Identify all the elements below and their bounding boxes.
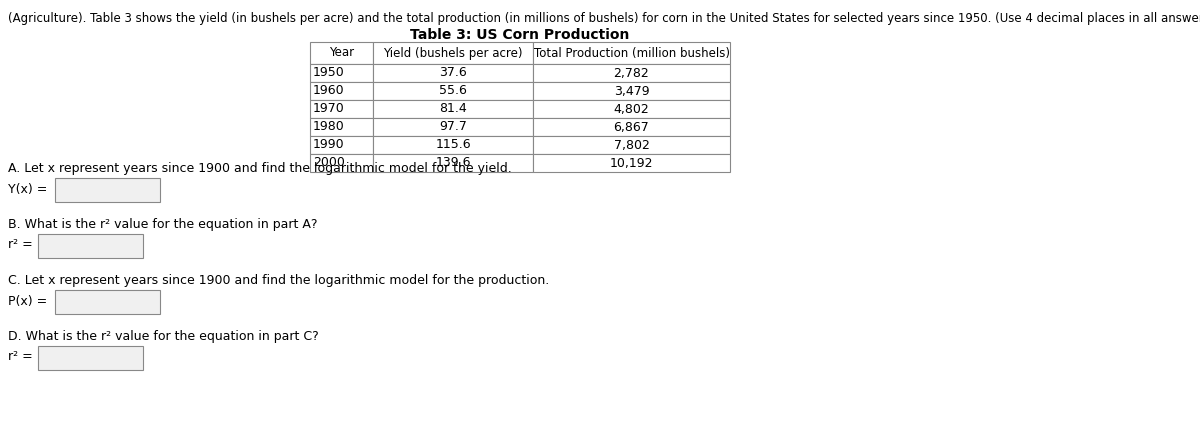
Bar <box>373 136 533 154</box>
Bar <box>373 100 533 118</box>
Bar <box>310 154 373 172</box>
Bar <box>533 64 730 82</box>
Bar <box>373 64 533 82</box>
Bar <box>373 118 533 136</box>
Bar <box>533 82 730 100</box>
Text: 55.6: 55.6 <box>439 84 467 98</box>
Text: 6,867: 6,867 <box>613 121 649 133</box>
Text: 139.6: 139.6 <box>436 156 470 169</box>
Text: 7,802: 7,802 <box>613 138 649 152</box>
Text: Table 3: US Corn Production: Table 3: US Corn Production <box>410 28 630 42</box>
Text: 1980: 1980 <box>313 121 344 133</box>
Bar <box>533 42 730 64</box>
Text: B. What is the r² value for the equation in part A?: B. What is the r² value for the equation… <box>8 218 318 231</box>
Bar <box>310 118 373 136</box>
Text: Y(x) =: Y(x) = <box>8 183 47 195</box>
Text: 2,782: 2,782 <box>613 66 649 80</box>
Text: A. Let x represent years since 1900 and find the logarithmic model for the yield: A. Let x represent years since 1900 and … <box>8 162 511 175</box>
Bar <box>38 234 143 258</box>
Text: Yield (bushels per acre): Yield (bushels per acre) <box>383 46 523 60</box>
Bar <box>310 82 373 100</box>
Bar <box>310 136 373 154</box>
Text: r² =: r² = <box>8 239 32 251</box>
Text: 1970: 1970 <box>313 103 344 115</box>
Bar <box>373 154 533 172</box>
Text: 97.7: 97.7 <box>439 121 467 133</box>
Text: D. What is the r² value for the equation in part C?: D. What is the r² value for the equation… <box>8 330 319 343</box>
Bar <box>55 178 160 202</box>
Text: 3,479: 3,479 <box>613 84 649 98</box>
Text: 1950: 1950 <box>313 66 344 80</box>
Text: 115.6: 115.6 <box>436 138 470 152</box>
Text: 37.6: 37.6 <box>439 66 467 80</box>
Bar <box>533 118 730 136</box>
Text: 1990: 1990 <box>313 138 344 152</box>
Text: P(x) =: P(x) = <box>8 294 47 308</box>
Text: C. Let x represent years since 1900 and find the logarithmic model for the produ: C. Let x represent years since 1900 and … <box>8 274 550 287</box>
Bar <box>310 64 373 82</box>
Text: Year: Year <box>329 46 354 60</box>
Bar <box>533 136 730 154</box>
Bar <box>533 154 730 172</box>
Text: 4,802: 4,802 <box>613 103 649 115</box>
Text: 1960: 1960 <box>313 84 344 98</box>
Text: 10,192: 10,192 <box>610 156 653 169</box>
Bar <box>373 42 533 64</box>
Text: 81.4: 81.4 <box>439 103 467 115</box>
Text: (Agriculture). Table 3 shows the yield (in bushels per acre) and the total produ: (Agriculture). Table 3 shows the yield (… <box>8 12 1200 25</box>
Text: 2000: 2000 <box>313 156 344 169</box>
Text: Total Production (million bushels): Total Production (million bushels) <box>534 46 730 60</box>
Bar <box>310 100 373 118</box>
Bar <box>38 346 143 370</box>
Bar <box>55 290 160 314</box>
Bar <box>310 42 373 64</box>
Text: r² =: r² = <box>8 351 32 363</box>
Bar <box>533 100 730 118</box>
Bar <box>373 82 533 100</box>
